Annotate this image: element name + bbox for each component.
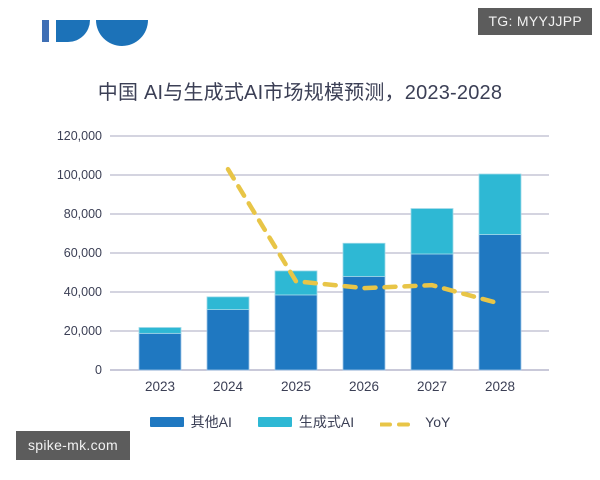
x-axis-labels: 2023 2024 2025 2026 2027 2028 <box>145 379 515 394</box>
y-tick-label: 0 <box>95 363 102 377</box>
legend-item-other-ai[interactable]: 其他AI <box>149 412 232 432</box>
bar-stack-2023[interactable] <box>138 327 182 371</box>
legend-item-yoy[interactable]: YoY <box>379 414 451 430</box>
bar-segment-other-ai-2028[interactable] <box>478 234 522 371</box>
bar-stack-2025[interactable] <box>274 270 318 371</box>
bar-segment-genai-2023[interactable] <box>138 327 182 334</box>
bar-segment-other-ai-2026[interactable] <box>342 275 386 371</box>
y-axis-labels: 120,000 100,000 80,000 60,000 40,000 20,… <box>57 129 102 377</box>
bar-stack-2024[interactable] <box>206 296 250 371</box>
bar-stack-2027[interactable] <box>410 208 454 371</box>
y-gridlines <box>110 135 549 371</box>
legend-label-other-ai: 其他AI <box>190 414 232 430</box>
bar-segment-other-ai-2027[interactable] <box>410 253 454 371</box>
legend-label-yoy: YoY <box>425 414 451 430</box>
site-watermark-badge: spike-mk.com <box>16 431 130 460</box>
x-tick-label-2025: 2025 <box>281 379 311 394</box>
chart-legend: 其他AI 生成式AI YoY <box>0 412 600 432</box>
bar-segment-genai-2028[interactable] <box>478 173 522 235</box>
x-tick-label-2026: 2026 <box>349 379 379 394</box>
x-tick-label-2028: 2028 <box>485 379 515 394</box>
legend-swatch-other-ai <box>149 417 184 427</box>
bar-stack-2028[interactable] <box>478 173 522 371</box>
bar-segment-other-ai-2025[interactable] <box>274 294 318 371</box>
y-tick-label: 20,000 <box>64 324 102 338</box>
y-tick-label: 60,000 <box>64 246 102 260</box>
tg-watermark-badge: TG: MYYJJPP <box>478 8 592 35</box>
bar-segment-other-ai-2024[interactable] <box>206 309 250 371</box>
bar-segment-genai-2026[interactable] <box>342 242 386 277</box>
bar-series-group <box>138 173 522 371</box>
y-tick-label: 120,000 <box>57 129 102 143</box>
idc-logo-fragment <box>40 20 158 50</box>
x-tick-label-2027: 2027 <box>417 379 447 394</box>
y-tick-label: 80,000 <box>64 207 102 221</box>
bar-stack-2026[interactable] <box>342 242 386 371</box>
x-tick-label-2023: 2023 <box>145 379 175 394</box>
x-tick-label-2024: 2024 <box>213 379 244 394</box>
chart-title: 中国 AI与生成式AI市场规模预测，2023-2028 <box>97 82 503 104</box>
y-tick-label: 40,000 <box>64 285 102 299</box>
legend-label-genai: 生成式AI <box>298 414 355 430</box>
yoy-dashed-line[interactable] <box>225 166 503 306</box>
bar-segment-genai-2024[interactable] <box>206 296 250 310</box>
bar-segment-genai-2027[interactable] <box>410 208 454 255</box>
y-tick-label: 100,000 <box>57 168 102 182</box>
legend-swatch-yoy <box>379 417 420 428</box>
legend-swatch-genai <box>257 417 292 427</box>
bar-segment-other-ai-2023[interactable] <box>138 332 182 371</box>
yoy-line-series <box>225 166 503 306</box>
legend-item-genai[interactable]: 生成式AI <box>257 412 355 432</box>
